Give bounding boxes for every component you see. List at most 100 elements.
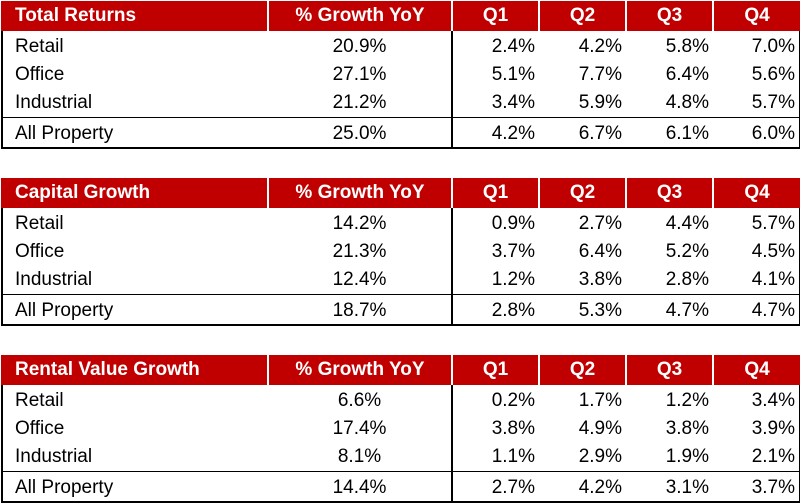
row-label: Industrial [1, 443, 268, 472]
q2-cell: 7.7% [578, 64, 622, 85]
column-header-yoy: % Growth YoY [268, 1, 453, 31]
q3-cell: 6.4% [665, 64, 709, 85]
table-title: Rental Value Growth [1, 355, 269, 385]
column-header-q3: Q3 [626, 178, 714, 208]
row-label: All Property [1, 117, 268, 149]
table-title: Capital Growth [1, 178, 269, 208]
table-header-row: Total Returns % Growth YoY Q1 Q2 Q3 Q4 [1, 1, 800, 31]
q1-cell: 1.2% [491, 269, 535, 290]
yoy-cell: 21.2% [268, 89, 453, 118]
column-header-q4: Q4 [713, 355, 800, 385]
q3-cell: 5.8% [665, 36, 709, 57]
q2-cell: 6.7% [539, 117, 626, 149]
column-header-q3: Q3 [626, 1, 714, 31]
q1-cell: 2.4% [491, 36, 535, 57]
row-label: Office [1, 238, 268, 266]
q3-cell: 4.8% [665, 92, 709, 113]
total-row: All Property 14.4% 2.7% 4.2% 3.1% 3.7% [1, 471, 800, 503]
q1-cell: 3.7% [491, 241, 535, 262]
q4-cell: 6.0% [713, 117, 800, 149]
total-row: All Property 18.7% 2.8% 5.3% 4.7% 4.7% [1, 294, 800, 326]
table-row: Retail 6.6% 0.2% 1.7% 1.2% 3.4% [1, 385, 800, 415]
q2-cell: 5.9% [578, 92, 622, 113]
q3-cell: 4.4% [665, 213, 709, 234]
table-row: Retail 14.2% 0.9% 2.7% 4.4% 5.7% [1, 208, 800, 238]
column-header-yoy: % Growth YoY [268, 178, 453, 208]
q4-cell: 3.9% [713, 415, 800, 443]
q4-cell: 5.7% [713, 89, 800, 118]
table-row: Office 17.4% 3.8% 4.9% 3.8% 3.9% [1, 415, 800, 443]
column-header-q4: Q4 [713, 1, 800, 31]
q1-cell: 3.8% [491, 418, 535, 439]
q4-cell: 4.5% [713, 238, 800, 266]
q2-cell: 4.9% [578, 418, 622, 439]
q3-cell: 1.9% [665, 446, 709, 467]
column-header-q4: Q4 [713, 178, 800, 208]
q4-cell: 7.0% [713, 31, 800, 61]
q3-cell: 5.2% [665, 241, 709, 262]
yoy-cell: 6.6% [268, 385, 453, 415]
table-row: Office 27.1% 5.1% 7.7% 6.4% 5.6% [1, 61, 800, 89]
row-label: Retail [1, 31, 268, 61]
q1-cell: 5.1% [491, 64, 535, 85]
yoy-cell: 17.4% [268, 415, 453, 443]
column-header-q1: Q1 [452, 1, 540, 31]
q2-cell: 4.2% [578, 36, 622, 57]
total-returns-table: Total Returns % Growth YoY Q1 Q2 Q3 Q4 R… [1, 1, 800, 149]
column-header-q3: Q3 [626, 355, 714, 385]
q1-cell: 0.9% [491, 213, 535, 234]
q2-cell: 5.3% [539, 294, 626, 326]
rental-value-growth-table: Rental Value Growth % Growth YoY Q1 Q2 Q… [1, 355, 800, 503]
q1-cell: 0.2% [491, 390, 535, 411]
q4-cell: 3.4% [713, 385, 800, 415]
row-label: Retail [1, 208, 268, 238]
yoy-cell: 27.1% [268, 61, 453, 89]
column-header-q2: Q2 [539, 178, 627, 208]
q3-cell: 3.8% [665, 418, 709, 439]
yoy-cell: 14.4% [268, 471, 453, 503]
column-header-q1: Q1 [452, 355, 540, 385]
table-row: Office 21.3% 3.7% 6.4% 5.2% 4.5% [1, 238, 800, 266]
q1-cell: 2.7% [452, 471, 539, 503]
q2-cell: 1.7% [578, 390, 622, 411]
q1-cell: 4.2% [452, 117, 539, 149]
row-label: All Property [1, 471, 268, 503]
yoy-cell: 21.3% [268, 238, 453, 266]
total-row: All Property 25.0% 4.2% 6.7% 6.1% 6.0% [1, 117, 800, 149]
q2-cell: 6.4% [578, 241, 622, 262]
table-title: Total Returns [1, 1, 269, 31]
table-row: Industrial 21.2% 3.4% 5.9% 4.8% 5.7% [1, 89, 800, 118]
column-header-q1: Q1 [452, 178, 540, 208]
yoy-cell: 18.7% [268, 294, 453, 326]
yoy-cell: 25.0% [268, 117, 453, 149]
row-label: Office [1, 415, 268, 443]
q3-cell: 2.8% [665, 269, 709, 290]
q2-cell: 3.8% [578, 269, 622, 290]
column-header-yoy: % Growth YoY [268, 355, 453, 385]
yoy-cell: 12.4% [268, 266, 453, 295]
q2-cell: 2.7% [578, 213, 622, 234]
q3-cell: 6.1% [626, 117, 713, 149]
table-row: Retail 20.9% 2.4% 4.2% 5.8% 7.0% [1, 31, 800, 61]
row-label: All Property [1, 294, 268, 326]
table-header-row: Rental Value Growth % Growth YoY Q1 Q2 Q… [1, 355, 800, 385]
table-row: Industrial 12.4% 1.2% 3.8% 2.8% 4.1% [1, 266, 800, 295]
table-row: Industrial 8.1% 1.1% 2.9% 1.9% 2.1% [1, 443, 800, 472]
q3-cell: 3.1% [626, 471, 713, 503]
q3-cell: 4.7% [626, 294, 713, 326]
q4-cell: 4.1% [713, 266, 800, 295]
q1-cell: 2.8% [452, 294, 539, 326]
q4-cell: 3.7% [713, 471, 800, 503]
yoy-cell: 14.2% [268, 208, 453, 238]
row-label: Office [1, 61, 268, 89]
q4-cell: 5.7% [713, 208, 800, 238]
q4-cell: 5.6% [713, 61, 800, 89]
table-header-row: Capital Growth % Growth YoY Q1 Q2 Q3 Q4 [1, 178, 800, 208]
column-header-q2: Q2 [539, 1, 627, 31]
capital-growth-table: Capital Growth % Growth YoY Q1 Q2 Q3 Q4 … [1, 178, 800, 326]
q3-cell: 1.2% [665, 390, 709, 411]
yoy-cell: 20.9% [268, 31, 453, 61]
q4-cell: 2.1% [713, 443, 800, 472]
row-label: Industrial [1, 266, 268, 295]
row-label: Industrial [1, 89, 268, 118]
